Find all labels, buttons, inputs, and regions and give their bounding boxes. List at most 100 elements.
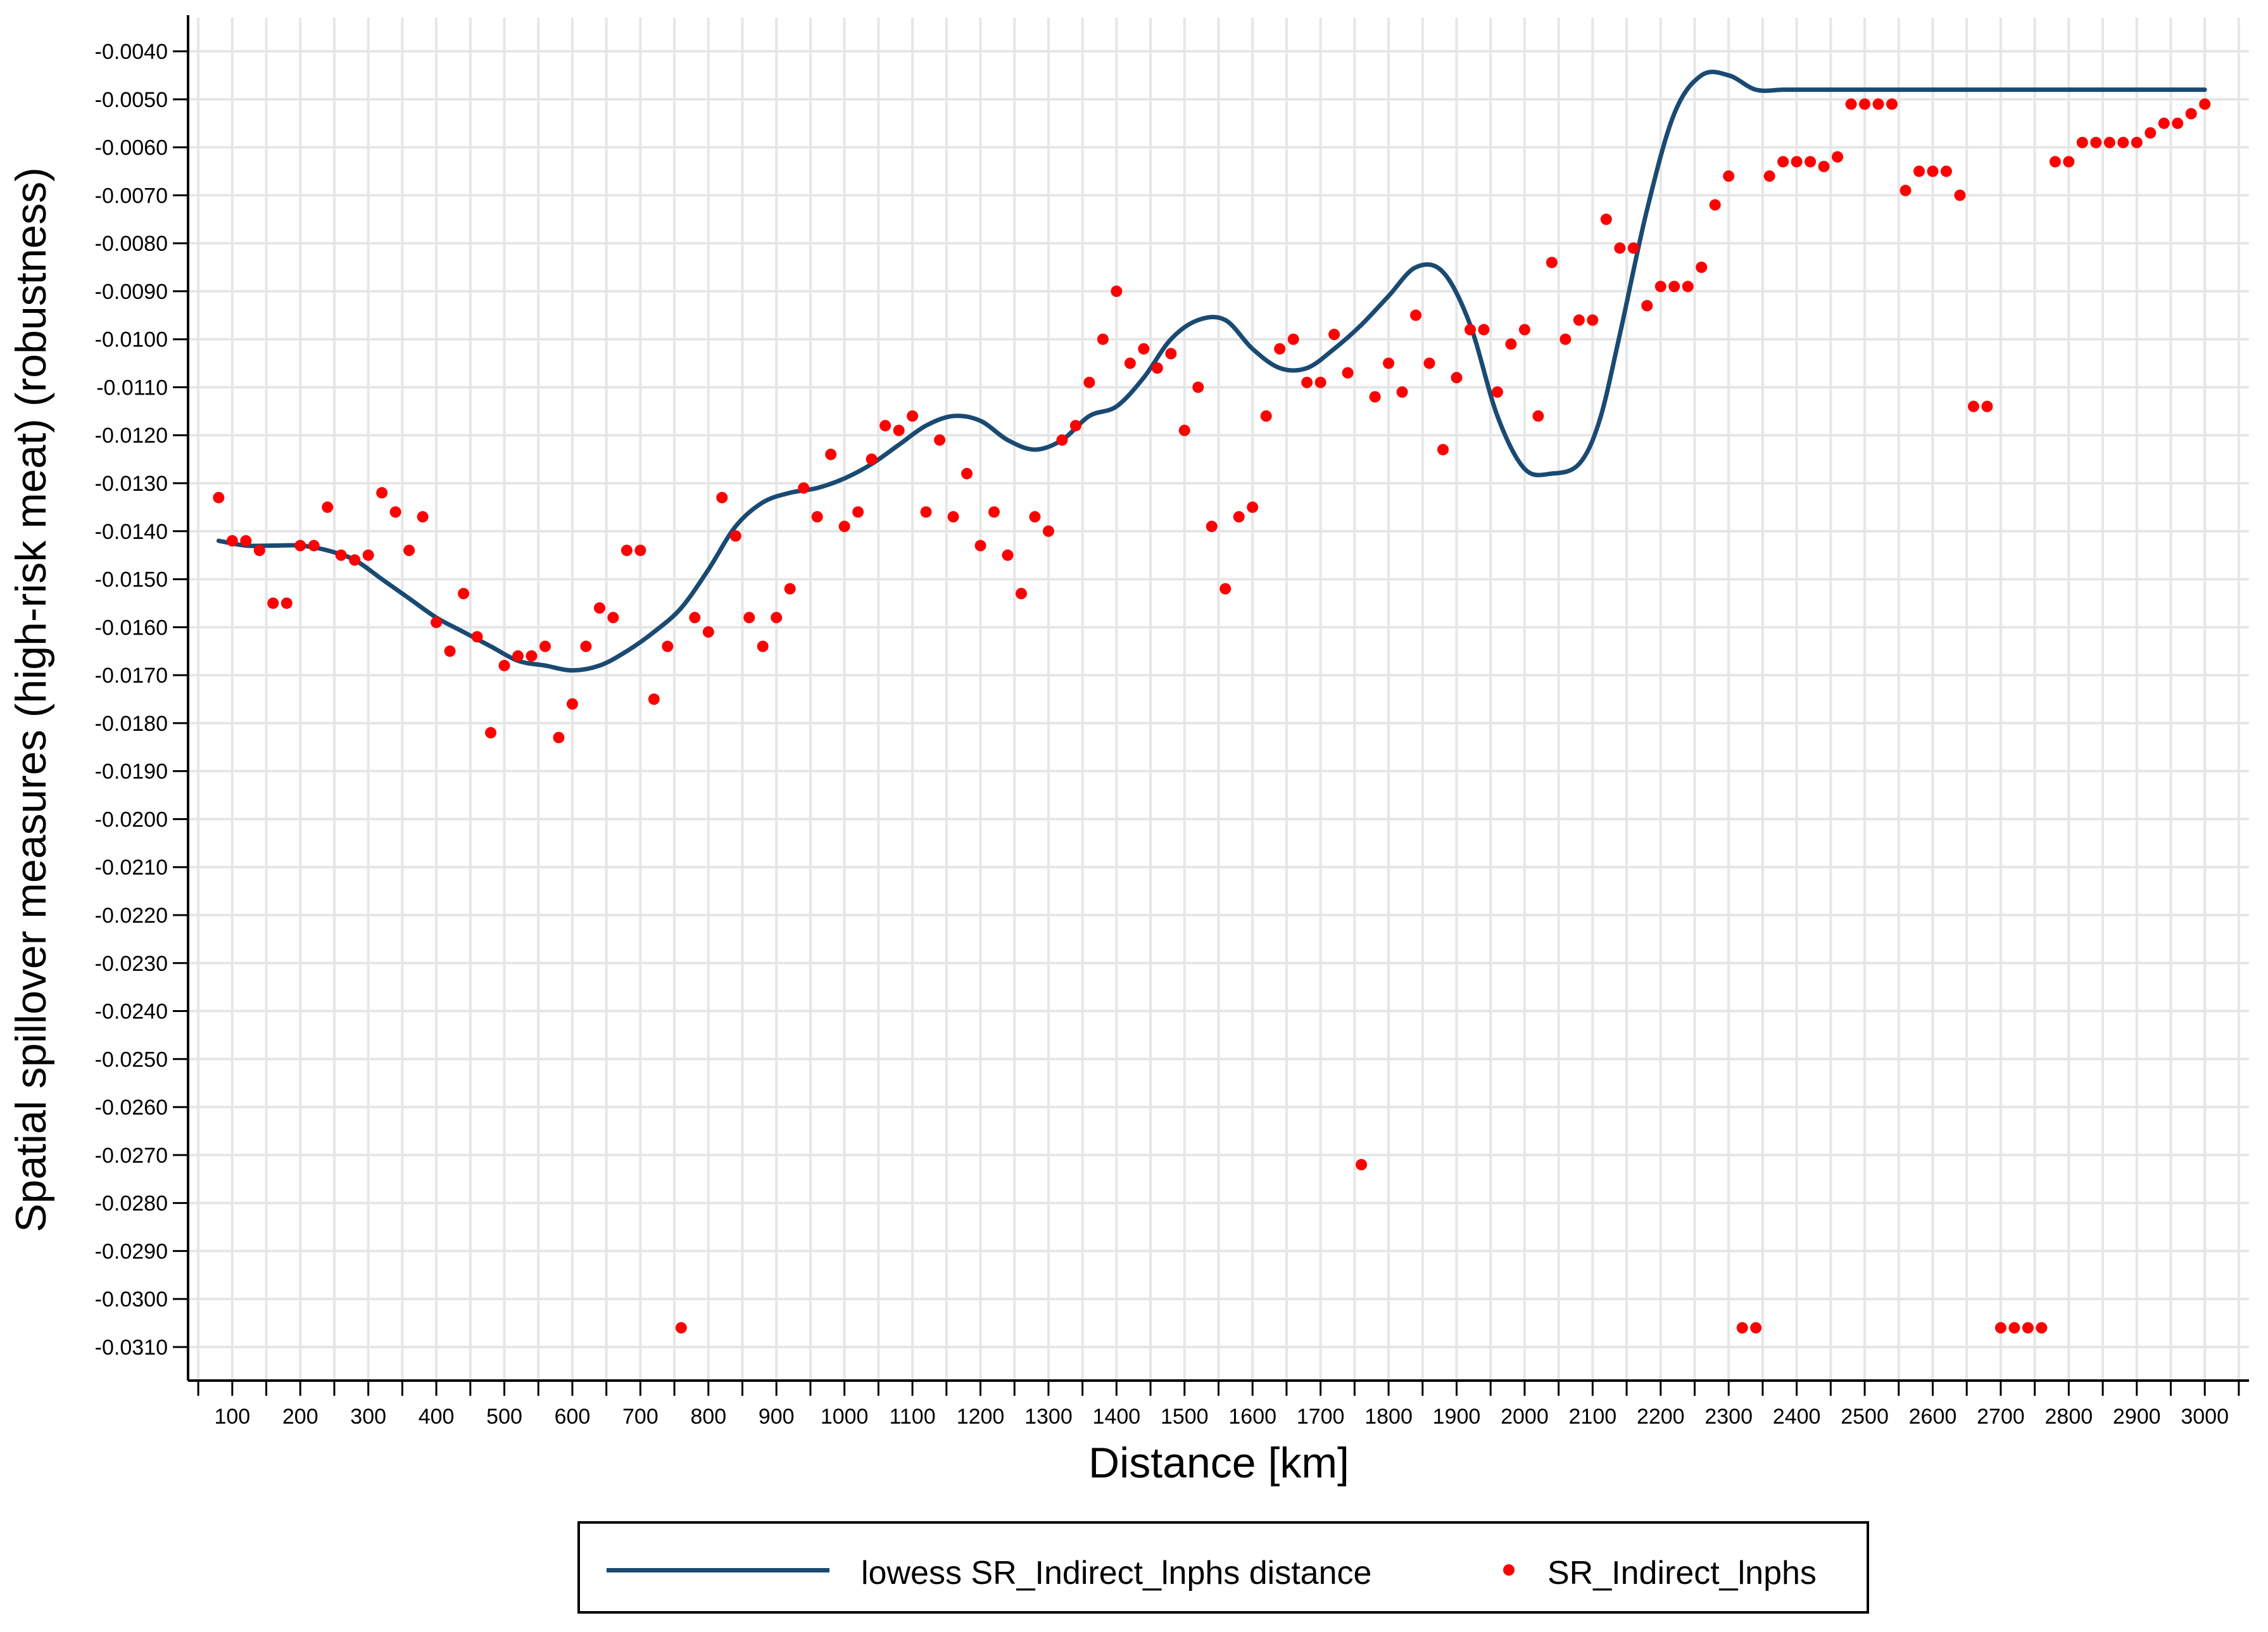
y-tick-label: -0.0150 bbox=[95, 568, 168, 592]
scatter-point bbox=[566, 698, 578, 710]
scatter-point bbox=[376, 487, 388, 499]
x-tick-label: 1400 bbox=[1093, 1405, 1141, 1429]
y-tick-labels: -0.0040 -0.0050 -0.0060 -0.0070 -0.0080 -0.00… bbox=[95, 40, 168, 1360]
y-tick-label: -0.0230 bbox=[95, 952, 168, 976]
scatter-point bbox=[1274, 343, 1286, 355]
scatter-point bbox=[1219, 583, 1232, 595]
y-tick-label: -0.0080 bbox=[95, 232, 168, 256]
y-tick-label: -0.0260 bbox=[95, 1096, 168, 1120]
scatter-point bbox=[1410, 309, 1422, 321]
scatter-point bbox=[1559, 333, 1572, 345]
x-tick-label: 1500 bbox=[1161, 1405, 1209, 1429]
y-tick-label: -0.0220 bbox=[95, 904, 168, 928]
scatter-point bbox=[1859, 98, 1871, 110]
scatter-point bbox=[1083, 376, 1095, 388]
scatter-point bbox=[539, 640, 551, 652]
scatter-point bbox=[1913, 165, 1925, 177]
scatter-point bbox=[621, 545, 633, 557]
scatter-point bbox=[485, 727, 497, 739]
scatter-point bbox=[2049, 156, 2061, 168]
scatter-point bbox=[1777, 156, 1789, 168]
y-tick-label: -0.0200 bbox=[95, 807, 168, 832]
x-tick-label: 1600 bbox=[1228, 1405, 1276, 1429]
scatter-point bbox=[1396, 386, 1408, 398]
y-tick-label: -0.0280 bbox=[95, 1192, 168, 1216]
scatter-point bbox=[1015, 588, 1027, 600]
scatter-point bbox=[213, 491, 225, 503]
scatter-point bbox=[1518, 324, 1530, 336]
scatter-point bbox=[1383, 357, 1395, 369]
scatter-point bbox=[1641, 300, 1653, 312]
scatter-point bbox=[1845, 98, 1857, 110]
y-tick-label: -0.0160 bbox=[95, 616, 168, 640]
scatter-point bbox=[1423, 357, 1435, 369]
scatter-point bbox=[1940, 165, 1952, 177]
scatter-point bbox=[961, 467, 973, 479]
scatter-point bbox=[729, 530, 741, 542]
scatter-point bbox=[1451, 372, 1463, 384]
scatter-point bbox=[280, 597, 293, 609]
scatter-point bbox=[1627, 242, 1639, 254]
scatter-point bbox=[866, 453, 878, 465]
y-tick-label: -0.0090 bbox=[95, 280, 168, 304]
scatter-point bbox=[1736, 1322, 1748, 1334]
scatter-point bbox=[2172, 117, 2184, 129]
scatter-point bbox=[702, 626, 714, 638]
scatter-point bbox=[1056, 434, 1068, 446]
scatter-point bbox=[634, 545, 646, 557]
y-tick-label: -0.0110 bbox=[96, 376, 168, 400]
x-tick-label: 1300 bbox=[1024, 1405, 1073, 1429]
legend-line-swatch bbox=[607, 1568, 829, 1572]
y-tick-label: -0.0300 bbox=[95, 1287, 168, 1312]
scatter-point bbox=[716, 491, 728, 503]
scatter-point bbox=[607, 612, 619, 624]
x-tick-label: 200 bbox=[282, 1405, 318, 1429]
scatter-point bbox=[920, 506, 932, 518]
scatter-point bbox=[1328, 329, 1340, 341]
x-tick-label: 100 bbox=[214, 1405, 250, 1429]
scatter-point bbox=[825, 448, 837, 460]
x-tick-label: 2600 bbox=[1909, 1405, 1957, 1429]
scatter-point bbox=[1872, 98, 1884, 110]
scatter-point bbox=[1587, 314, 1599, 326]
scatter-point bbox=[907, 410, 919, 422]
scatter-point bbox=[1151, 362, 1163, 374]
x-tick-labels: 100 200 300 400 500 600 700 800 900 1000 1100 1200 1… bbox=[214, 1405, 2229, 1429]
scatter-point bbox=[1818, 160, 1830, 172]
scatter-point bbox=[2008, 1322, 2020, 1334]
scatter-point bbox=[811, 511, 823, 523]
y-tick-label: -0.0310 bbox=[95, 1336, 168, 1360]
x-tick-label: 1800 bbox=[1364, 1405, 1413, 1429]
y-tick-label: -0.0240 bbox=[95, 1000, 168, 1024]
scatter-point bbox=[240, 535, 252, 547]
scatter-point bbox=[1192, 381, 1204, 393]
legend-line-label: lowess SR_Indirect_lnphs distance bbox=[861, 1555, 1372, 1591]
scatter-point bbox=[335, 549, 347, 561]
scatter-point bbox=[1491, 386, 1503, 398]
scatter-point bbox=[2145, 127, 2157, 139]
scatter-point bbox=[2076, 137, 2088, 149]
scatter-point bbox=[1696, 262, 1708, 274]
scatter-point bbox=[580, 640, 592, 652]
scatter-point bbox=[1954, 189, 1966, 201]
x-tick-label: 3000 bbox=[2181, 1405, 2229, 1429]
x-tick-label: 400 bbox=[419, 1405, 455, 1429]
scatter-point bbox=[1682, 281, 1694, 293]
y-tick-label: -0.0050 bbox=[95, 88, 168, 112]
x-tick-label: 1200 bbox=[957, 1405, 1005, 1429]
scatter-point bbox=[2158, 117, 2170, 129]
x-tick-label: 2500 bbox=[1841, 1405, 1889, 1429]
scatter-point bbox=[2022, 1322, 2034, 1334]
scatter-point bbox=[1478, 324, 1490, 336]
lowess-line-layer bbox=[216, 69, 2207, 673]
scatter-point bbox=[1206, 521, 1218, 533]
scatter-point bbox=[1805, 156, 1817, 168]
scatter-point bbox=[934, 434, 946, 446]
scatter-point bbox=[1342, 367, 1354, 379]
x-axis-title: Distance [km] bbox=[1088, 1439, 1349, 1487]
scatter-point bbox=[771, 612, 783, 624]
scatter-point bbox=[308, 540, 320, 552]
scatter-point bbox=[1097, 333, 1109, 345]
scatter-point bbox=[1532, 410, 1544, 422]
